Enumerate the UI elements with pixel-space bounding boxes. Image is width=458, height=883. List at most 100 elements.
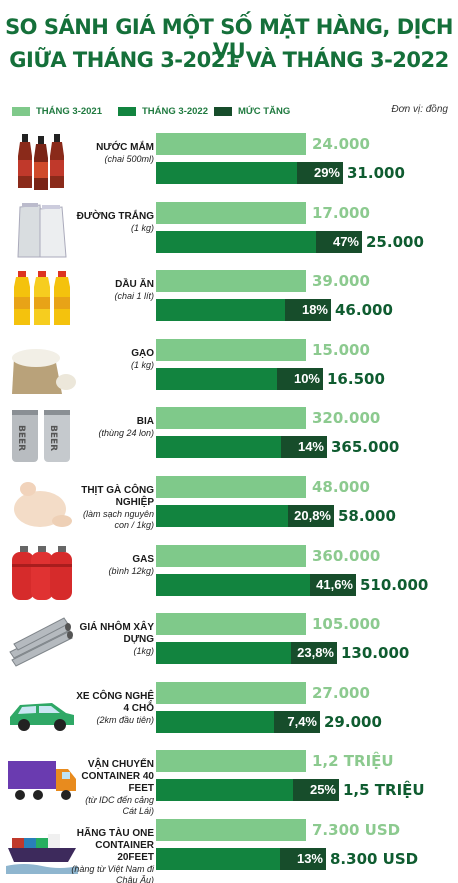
bar-2022 — [156, 505, 328, 527]
item-label: NƯỚC MẮM (chai 500ml) — [70, 142, 154, 165]
value-2022: 46.000 — [335, 301, 393, 320]
beer-cans-icon: BEER BEER — [6, 404, 78, 466]
chart-title-line-1: SO SÁNH GIÁ MỘT SỐ MẶT HÀNG, DỊCH VỤ — [5, 15, 453, 63]
bar-2021 — [156, 476, 306, 498]
value-2021: 15.000 — [312, 340, 370, 359]
chart-row: VẬN CHUYỂN CONTAINER 40 FEET (từ IDC đến … — [0, 745, 458, 816]
bar-2022 — [156, 436, 321, 459]
legend-label-increase: MỨC TĂNG — [238, 106, 291, 117]
item-label: GẠO (1 kg) — [70, 348, 154, 371]
bar-increase: 41,6% — [310, 573, 356, 596]
value-2022: 31.000 — [347, 164, 405, 182]
increase-label: 20,8% — [294, 508, 331, 523]
chart-row: BEER BEER BIA (thùng 24 lon) 320.000 14% 365.0… — [0, 402, 458, 468]
bar-2021 — [156, 407, 306, 430]
value-2021: 39.000 — [312, 272, 370, 291]
value-2022: 29.000 — [324, 712, 382, 731]
bar-increase: 7,4% — [274, 710, 320, 733]
item-label: GIÁ NHÔM XÂY DỰNG (1kg) — [70, 622, 154, 657]
value-2022: 365.000 — [331, 438, 400, 457]
chart-row: XE CÔNG NGHỆ 4 CHỖ (2km đầu tiên) 27.000 7,… — [0, 677, 458, 743]
chart-row: ĐƯỜNG TRẮNG (1 kg) 17.000 47% 25.000 — [0, 197, 458, 263]
item-unit: (chai 500ml) — [104, 154, 154, 164]
chart-row: DẦU ĂN (chai 1 lít) 39.000 18% 46.000 — [0, 265, 458, 331]
value-2021: 320.000 — [312, 409, 381, 428]
increase-label: 29% — [313, 165, 340, 180]
bar-2021 — [156, 201, 306, 224]
chart-row: HÃNG TÀU ONE CONTAINER 20FEET (hàng từ Vi… — [0, 814, 458, 883]
bar-2022 — [156, 162, 337, 184]
chart-row: NƯỚC MẮM (chai 500ml) 24.000 29% 31.000 — [0, 128, 458, 194]
value-2021: 105.000 — [312, 615, 381, 634]
unit-label: Đơn vị: đồng — [391, 104, 448, 115]
rice-sack-icon — [6, 336, 78, 398]
item-name: VẬN CHUYỂN CONTAINER 40 FEET — [81, 759, 154, 795]
svg-text:BEER: BEER — [48, 425, 58, 451]
bar-2021 — [156, 681, 306, 704]
car-icon — [6, 679, 78, 741]
bar-increase: 14% — [281, 436, 327, 459]
item-label: THỊT GÀ CÔNG NGHIỆP (làm sạch nguyên con … — [70, 485, 154, 531]
bar-increase: 23,8% — [291, 642, 337, 665]
increase-label: 7,4% — [287, 713, 317, 729]
bar-2022 — [156, 573, 350, 596]
increase-label: 13% — [296, 851, 323, 866]
fish-sauce-bottles-icon — [6, 130, 78, 192]
item-name: ĐƯỜNG TRẮNG — [76, 210, 154, 222]
item-unit: (bình 12kg) — [108, 565, 154, 576]
item-name: DẦU ĂN — [115, 279, 154, 291]
increase-label: 25% — [309, 782, 336, 798]
bar-2021 — [156, 613, 306, 636]
item-name: THỊT GÀ CÔNG NGHIỆP — [81, 485, 154, 508]
value-2022: 130.000 — [341, 644, 410, 663]
item-name: GẠO — [131, 347, 154, 359]
item-label: GAS (bình 12kg) — [70, 554, 154, 577]
item-label: VẬN CHUYỂN CONTAINER 40 FEET (từ IDC đến … — [70, 759, 154, 817]
bar-2021 — [156, 133, 306, 155]
increase-label: 10% — [293, 370, 320, 386]
item-name: BIA — [136, 416, 154, 428]
item-unit: (hàng từ Việt Nam đi Châu Âu) — [71, 864, 154, 883]
item-name: GIÁ NHÔM XÂY DỰNG — [79, 622, 154, 646]
chart-title-line-2: GIỮA THÁNG 3-2021 VÀ THÁNG 3-2022 — [9, 48, 449, 72]
bar-increase: 18% — [285, 299, 331, 322]
bar-increase: 13% — [280, 848, 326, 870]
bar-2022 — [156, 848, 320, 870]
cargo-ship-icon — [6, 816, 78, 878]
bar-increase: 29% — [297, 162, 343, 184]
legend-item-2021: THÁNG 3-2021 — [12, 106, 102, 117]
value-2021: 360.000 — [312, 546, 381, 565]
value-2021: 17.000 — [312, 203, 370, 222]
bar-2022 — [156, 230, 356, 253]
value-2022: 58.000 — [338, 507, 396, 525]
chart-row: GIÁ NHÔM XÂY DỰNG (1kg) 105.000 23,8% 130.00… — [0, 608, 458, 674]
value-2022: 16.500 — [327, 369, 385, 388]
item-label: ĐƯỜNG TRẮNG (1 kg) — [70, 211, 154, 234]
value-2021: 27.000 — [312, 683, 370, 702]
sugar-bags-icon — [6, 199, 78, 261]
bar-2022 — [156, 299, 325, 322]
legend-item-increase: MỨC TĂNG — [214, 106, 290, 117]
container-truck-icon — [6, 747, 78, 809]
cooking-oil-bottles-icon — [6, 267, 78, 329]
item-name: GAS — [132, 553, 154, 565]
legend-swatch-2021 — [12, 107, 30, 116]
bar-increase: 10% — [277, 367, 323, 390]
item-name: HÃNG TÀU ONE CONTAINER 20FEET — [76, 828, 154, 863]
value-2022: 1,5 TRIỆU — [343, 781, 425, 800]
bar-increase: 47% — [316, 230, 362, 253]
item-unit: (2km đầu tiên) — [96, 714, 154, 725]
item-unit: (1kg) — [133, 646, 154, 657]
increase-label: 23,8% — [297, 645, 334, 661]
bar-2022 — [156, 642, 331, 665]
item-unit: (từ IDC đến cảng Cát Lái) — [85, 795, 154, 817]
bar-increase: 20,8% — [288, 505, 334, 527]
legend-label-2021: THÁNG 3-2021 — [36, 106, 102, 117]
value-2021: 24.000 — [312, 135, 370, 153]
bar-2022 — [156, 367, 317, 390]
svg-text:BEER: BEER — [16, 425, 26, 451]
gas-cylinders-icon — [6, 542, 78, 604]
aluminum-pipes-icon — [6, 610, 78, 672]
legend-swatch-increase — [214, 107, 232, 116]
item-label: HÃNG TÀU ONE CONTAINER 20FEET (hàng từ Vi… — [70, 828, 154, 883]
